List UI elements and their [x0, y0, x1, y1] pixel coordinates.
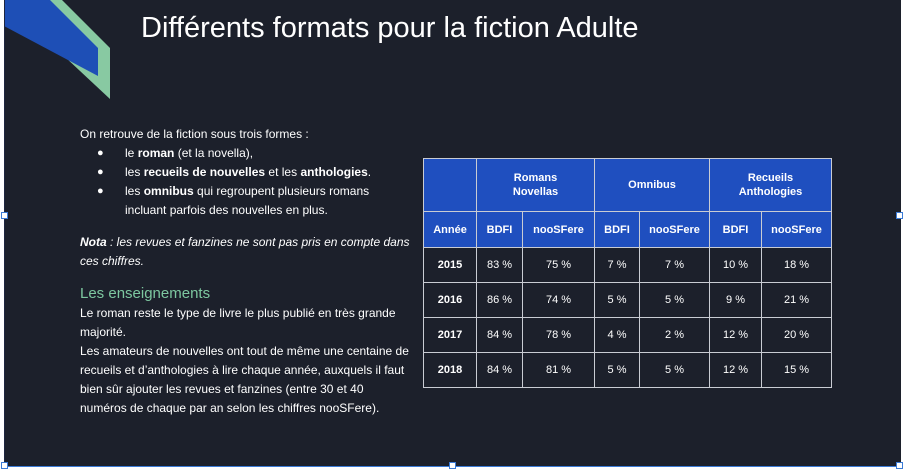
group-header: Romans Novellas	[476, 158, 595, 212]
table-cell: 5 %	[639, 352, 710, 388]
column-header: BDFI	[476, 211, 523, 248]
column-header: nooSFere	[761, 211, 832, 248]
table-cell: 75 %	[522, 247, 595, 283]
table-row: 2015 83 % 75 % 7 % 7 % 10 % 18 %	[423, 247, 832, 283]
resize-handle-bottom-left[interactable]	[1, 462, 8, 469]
text-box[interactable]: On retrouve de la fiction sous trois for…	[80, 125, 410, 418]
table-row: 2018 84 % 81 % 5 % 5 % 12 % 15 %	[423, 352, 832, 388]
group-header: Omnibus	[594, 158, 710, 212]
selection-border-left	[4, 0, 5, 466]
table-row: 2016 86 % 74 % 5 % 5 % 9 % 21 %	[423, 282, 832, 318]
table-cell: 74 %	[522, 282, 595, 318]
table-cell: 4 %	[594, 317, 640, 353]
year-cell: 2016	[423, 282, 477, 318]
table-cell: 81 %	[522, 352, 595, 388]
table-row: 2017 84 % 78 % 4 % 2 % 12 % 20 %	[423, 317, 832, 353]
list-item: ● les omnibus qui regroupent plusieurs ro…	[97, 184, 370, 217]
table-cell: 78 %	[522, 317, 595, 353]
table-cell: 12 %	[709, 317, 762, 353]
corner-decoration	[4, 0, 110, 99]
table-cell: 12 %	[709, 352, 762, 388]
column-header: nooSFere	[639, 211, 710, 248]
column-header: BDFI	[594, 211, 640, 248]
column-header: nooSFere	[522, 211, 595, 248]
table-cell: 84 %	[476, 317, 523, 353]
bullet-icon: ●	[97, 166, 104, 178]
table-cell: 18 %	[761, 247, 832, 283]
nota-text: Nota : les revues et fanzines ne sont pa…	[80, 235, 410, 268]
intro-text: On retrouve de la fiction sous trois for…	[80, 127, 309, 141]
table-cell: 5 %	[594, 352, 640, 388]
list-item: ● les recueils de nouvelles et les anthol…	[80, 163, 410, 182]
table-cell: 10 %	[709, 247, 762, 283]
table-cell: 9 %	[709, 282, 762, 318]
bullet-icon: ●	[97, 185, 104, 197]
paragraph: Le roman reste le type de livre le plus …	[80, 306, 396, 339]
year-cell: 2018	[423, 352, 477, 388]
slide-title: Différents formats pour la fiction Adult…	[141, 12, 639, 44]
table-cell: 7 %	[594, 247, 640, 283]
section-title: Les enseignements	[80, 285, 211, 302]
resize-handle-bottom[interactable]	[449, 462, 456, 469]
table-cell: 21 %	[761, 282, 832, 318]
year-header: Année	[423, 211, 477, 248]
group-header: Recueils Anthologies	[709, 158, 832, 212]
table-cell: 5 %	[639, 282, 710, 318]
list-item: ● le roman (et la novella),	[80, 144, 410, 163]
year-cell: 2017	[423, 317, 477, 353]
table-cell: 83 %	[476, 247, 523, 283]
bullet-icon: ●	[97, 147, 104, 159]
table-cell: 5 %	[594, 282, 640, 318]
year-cell: 2015	[423, 247, 477, 283]
formats-table[interactable]: Romans Novellas Omnibus Recueils Antholo…	[423, 158, 832, 388]
table-cell: 20 %	[761, 317, 832, 353]
column-header: BDFI	[709, 211, 762, 248]
slide-canvas[interactable]: Différents formats pour la fiction Adult…	[4, 0, 901, 466]
corner-cell	[423, 158, 477, 212]
table-cell: 15 %	[761, 352, 832, 388]
table-cell: 86 %	[476, 282, 523, 318]
resize-handle-bottom-right[interactable]	[896, 462, 903, 469]
table-cell: 2 %	[639, 317, 710, 353]
resize-handle-left[interactable]	[1, 212, 8, 219]
resize-handle-right[interactable]	[896, 212, 903, 219]
table-cell: 84 %	[476, 352, 523, 388]
table-cell: 7 %	[639, 247, 710, 283]
format-list: ● le roman (et la novella), ● les recueils…	[80, 144, 410, 220]
paragraph: Les amateurs de nouvelles ont tout de mê…	[80, 344, 409, 415]
